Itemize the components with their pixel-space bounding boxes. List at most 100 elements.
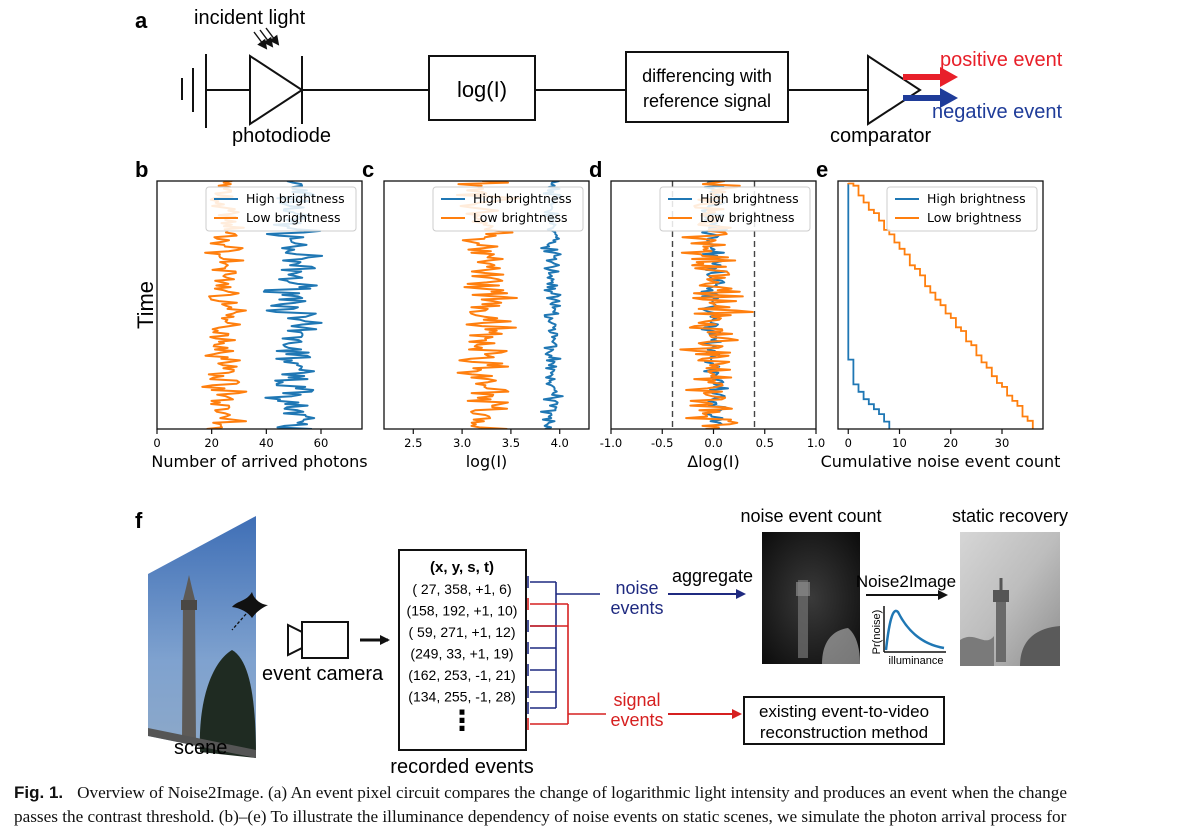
scene-image	[148, 516, 268, 758]
panel-a-label: a	[135, 8, 148, 33]
legend-entry: High brightness	[246, 191, 345, 206]
differencing-box-line2: reference signal	[643, 91, 771, 111]
x-tick-label: 60	[314, 436, 329, 450]
existing-method-line1: existing event-to-video	[759, 702, 929, 721]
panel-c-label: c	[362, 157, 374, 182]
plot-frame	[156, 180, 363, 430]
y-axis-label: Time	[133, 281, 158, 329]
positive-event-arrow	[903, 67, 958, 87]
static-recovery-image	[960, 532, 1060, 666]
x-axis-label: Number of arrived photons	[151, 452, 367, 471]
log-box-label: log(I)	[457, 77, 507, 102]
x-tick-label: 0.0	[704, 436, 722, 450]
noise-events-label-line2: events	[610, 598, 663, 618]
event-row: (158, 192, +1, 10)	[407, 603, 518, 619]
pr-noise-label: Pr(noise)	[871, 610, 883, 655]
incident-light-label: incident light	[194, 7, 306, 29]
x-axis-label: Cumulative noise event count	[821, 452, 1061, 471]
light-arrow-icon	[265, 27, 280, 46]
plot-area	[847, 182, 1034, 429]
aggregate-label: aggregate	[672, 566, 753, 586]
negative-event-arrow	[903, 88, 958, 108]
event-row: ( 59, 271, +1, 12)	[408, 624, 515, 640]
x-tick-label: 1.0	[807, 436, 825, 450]
event-row: (162, 253, -1, 21)	[408, 667, 515, 683]
x-tick-label: 10	[892, 436, 907, 450]
chart-legend: High brightness Low brightness	[659, 186, 811, 232]
x-axis-label: log(I)	[466, 452, 508, 471]
signal-events-label-line1: signal	[613, 690, 660, 710]
photodiode-label: photodiode	[232, 125, 331, 147]
plot-frame	[383, 180, 590, 430]
differencing-box-line1: differencing with	[642, 66, 772, 86]
event-row: ( 27, 358, +1, 6)	[412, 581, 511, 597]
log-box	[428, 55, 536, 121]
cumulative-line-high	[847, 183, 891, 429]
bird-icon	[232, 592, 268, 618]
x-tick-label: 0	[845, 436, 852, 450]
events-ellipsis: ⋮	[448, 704, 476, 737]
static-recovery-label: static recovery	[952, 506, 1068, 526]
recorded-events-box	[398, 549, 527, 751]
noise-distribution-inset: Pr(noise) illuminance	[871, 606, 946, 667]
events-table-header: (x, y, s, t)	[430, 559, 494, 576]
x-tick-label: 0	[153, 436, 160, 450]
panel-d-label: d	[589, 157, 602, 182]
panel-b-label: b	[135, 157, 148, 182]
event-row: (134, 255, -1, 28)	[408, 689, 515, 705]
existing-method-box	[743, 696, 945, 745]
noise2image-label: Noise2Image	[856, 572, 956, 591]
event-brackets	[527, 576, 606, 730]
charts-b-to-e: b 0 20 40 60 Number of arrived photons Time Hig…	[133, 157, 1060, 471]
bird-arrow-icon	[231, 613, 247, 631]
noise-events-label-line1: noise	[615, 578, 658, 598]
x-tick-label: 3.0	[453, 436, 471, 450]
chart-panel-c: c 2.5 3.0 3.5 4.0 log(I) High brightness Low br…	[362, 157, 590, 471]
chart-panel-d: d -1.0 -0.5 0.0 0.5 1.0 Δlog(I) High brightness…	[589, 157, 825, 471]
chart-legend: High brightness Low brightness	[886, 186, 1038, 232]
noise-count-image	[762, 532, 860, 664]
event-camera-label: event camera	[262, 663, 384, 685]
recorded-events-label: recorded events	[390, 756, 533, 778]
legend-entry: Low brightness	[700, 210, 795, 225]
comparator-icon	[867, 54, 922, 126]
x-tick-label: 20	[943, 436, 958, 450]
existing-method-line2: reconstruction method	[760, 723, 928, 742]
event-camera-icon	[287, 621, 349, 659]
plot-frame	[837, 180, 1044, 430]
caption-line2: passes the contrast threshold. (b)–(e) T…	[14, 807, 1067, 826]
comparator-label: comparator	[830, 125, 931, 147]
chart-panel-e: e 0 10 20 30 Cumulative noise event count High…	[816, 157, 1060, 471]
x-tick-label: 40	[259, 436, 274, 450]
panel-e-label: e	[816, 157, 828, 182]
x-tick-label: 3.5	[502, 436, 520, 450]
chart-legend: High brightness Low brightness	[205, 186, 357, 232]
caption-line1: Overview of Noise2Image. (a) An event pi…	[77, 783, 1067, 802]
legend-entry: High brightness	[700, 191, 799, 206]
x-tick-label: -0.5	[651, 436, 673, 450]
x-tick-label: 0.5	[756, 436, 774, 450]
panel-f-label: f	[135, 508, 143, 533]
x-tick-label: 20	[204, 436, 219, 450]
panel-f-pipeline: f scene event camera (x, y, s, t) ( 27, …	[135, 506, 1068, 778]
scene-label: scene	[174, 737, 227, 759]
x-axis-label: Δlog(I)	[687, 452, 740, 471]
legend-entry: Low brightness	[246, 210, 341, 225]
event-row: (249, 33, +1, 19)	[410, 646, 513, 662]
light-arrow-icon	[253, 31, 268, 50]
x-tick-label: -1.0	[600, 436, 622, 450]
legend-entry: High brightness	[927, 191, 1026, 206]
x-tick-label: 2.5	[404, 436, 422, 450]
illuminance-label: illuminance	[888, 655, 943, 667]
caption-label: Fig. 1.	[14, 783, 64, 802]
legend-entry: High brightness	[473, 191, 572, 206]
x-tick-label: 30	[995, 436, 1010, 450]
chart-legend: High brightness Low brightness	[432, 186, 584, 232]
signal-events-label-line2: events	[610, 710, 663, 730]
light-arrow-icon	[259, 29, 274, 48]
chart-panel-b: b 0 20 40 60 Number of arrived photons Time Hig…	[133, 157, 368, 471]
events-rows: ( 27, 358, +1, 6) (158, 192, +1, 10) ( 59,…	[407, 581, 518, 705]
photodiode-icon	[249, 54, 304, 126]
legend-entry: Low brightness	[927, 210, 1022, 225]
x-tick-label: 4.0	[551, 436, 569, 450]
